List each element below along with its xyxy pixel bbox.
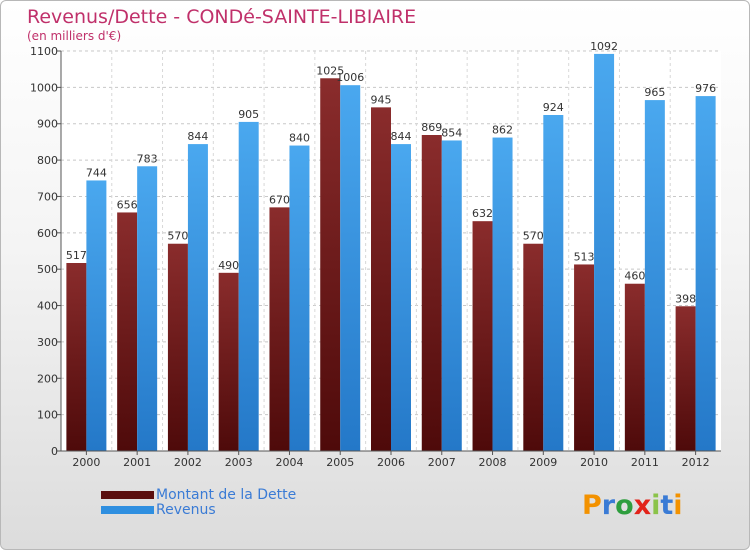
x-tick-label: 2012	[682, 456, 710, 469]
legend-swatch-revenus	[101, 505, 154, 514]
y-tick-label: 200	[37, 372, 58, 385]
bar-dette	[269, 207, 290, 451]
bar-revenus	[86, 180, 107, 452]
bar-dette	[167, 243, 188, 451]
logo-letter: r	[601, 490, 616, 521]
y-tick-label: 0	[51, 445, 58, 458]
data-label-revenus: 924	[543, 101, 564, 114]
y-tick-label: 300	[37, 336, 58, 349]
bar-revenus	[391, 144, 411, 451]
bar-revenus	[441, 140, 462, 452]
x-tick-label: 2005	[326, 456, 354, 469]
y-tick-label: 600	[37, 227, 58, 240]
data-label-dette: 869	[421, 121, 442, 134]
y-tick-label: 1100	[30, 45, 58, 58]
logo-letter: o	[615, 490, 634, 521]
bar-revenus	[187, 144, 208, 451]
data-label-dette: 1025	[316, 64, 344, 77]
data-label-revenus: 783	[137, 152, 158, 165]
data-label-dette: 513	[574, 250, 595, 263]
data-label-dette: 517	[66, 249, 87, 262]
y-tick-label: 400	[37, 300, 58, 313]
x-tick-label: 2002	[174, 456, 202, 469]
bar-dette	[523, 243, 544, 451]
x-tick-label: 2003	[225, 456, 253, 469]
bar-revenus	[644, 100, 665, 451]
bar-revenus	[492, 137, 513, 451]
logo-letter: i	[651, 490, 661, 521]
x-tick-label: 2000	[72, 456, 100, 469]
chart-legend: Montant de la Dette Revenus	[101, 486, 297, 518]
bar-revenus	[289, 145, 310, 451]
chart-title: Revenus/Dette - CONDé-SAINTE-LIBIAIRE	[27, 6, 417, 28]
data-label-revenus: 862	[492, 124, 513, 137]
x-tick-label: 2009	[529, 456, 557, 469]
x-tick-label: 2010	[580, 456, 608, 469]
data-label-revenus: 844	[187, 130, 208, 143]
data-label-revenus: 1092	[590, 40, 618, 53]
bar-dette	[421, 135, 442, 451]
x-tick-label: 2004	[275, 456, 303, 469]
x-tick-label: 2001	[123, 456, 151, 469]
bar-dette	[320, 78, 341, 451]
logo-letter: P	[582, 490, 602, 521]
bar-dette	[675, 306, 696, 451]
y-tick-label: 700	[37, 190, 58, 203]
legend-label-revenus: Revenus	[156, 501, 216, 518]
data-label-dette: 570	[167, 230, 188, 243]
bar-dette	[218, 272, 239, 451]
bar-revenus	[238, 121, 259, 451]
bar-dette	[117, 212, 138, 451]
proxiti-logo: Proxiti	[582, 490, 683, 521]
data-label-revenus: 1006	[336, 71, 364, 84]
data-label-revenus: 965	[644, 86, 665, 99]
y-tick-label: 500	[37, 263, 58, 276]
bar-revenus	[695, 96, 716, 451]
bar-dette	[472, 221, 493, 451]
data-label-revenus: 840	[289, 132, 310, 145]
data-label-revenus: 854	[441, 126, 462, 139]
bar-dette	[66, 263, 87, 451]
bar-revenus	[137, 166, 158, 452]
data-label-dette: 460	[624, 270, 645, 283]
bar-dette	[624, 283, 645, 451]
data-label-dette: 490	[218, 259, 239, 272]
logo-letter: i	[673, 490, 683, 521]
data-label-dette: 398	[675, 292, 696, 305]
data-label-dette: 945	[371, 93, 392, 106]
data-label-dette: 570	[523, 230, 544, 243]
data-label-revenus: 744	[86, 166, 107, 179]
data-label-revenus: 905	[238, 108, 259, 121]
data-label-dette: 632	[472, 207, 493, 220]
bar-dette	[371, 107, 391, 451]
data-label-dette: 656	[117, 198, 138, 211]
data-label-dette: 670	[269, 193, 290, 206]
y-tick-label: 900	[37, 118, 58, 131]
x-tick-label: 2006	[377, 456, 405, 469]
bar-dette	[574, 264, 595, 451]
logo-letter: t	[660, 490, 674, 521]
y-tick-label: 1000	[30, 81, 58, 94]
legend-label-dette: Montant de la Dette	[156, 486, 297, 503]
x-tick-label: 2008	[479, 456, 507, 469]
bar-revenus	[594, 53, 615, 452]
bar-revenus	[340, 85, 361, 451]
y-tick-label: 100	[37, 409, 58, 422]
data-label-revenus: 844	[391, 130, 412, 143]
legend-swatch-dette	[101, 490, 154, 499]
y-tick-label: 800	[37, 154, 58, 167]
chart-subtitle: (en milliers d'€)	[27, 29, 122, 43]
x-tick-label: 2007	[428, 456, 456, 469]
bar-revenus	[543, 115, 564, 451]
x-tick-label: 2011	[631, 456, 659, 469]
legend-item-revenus: Revenus	[101, 501, 296, 518]
logo-letter: x	[633, 490, 652, 521]
data-label-revenus: 976	[695, 82, 716, 95]
legend-item-dette: Montant de la Dette	[101, 486, 297, 503]
